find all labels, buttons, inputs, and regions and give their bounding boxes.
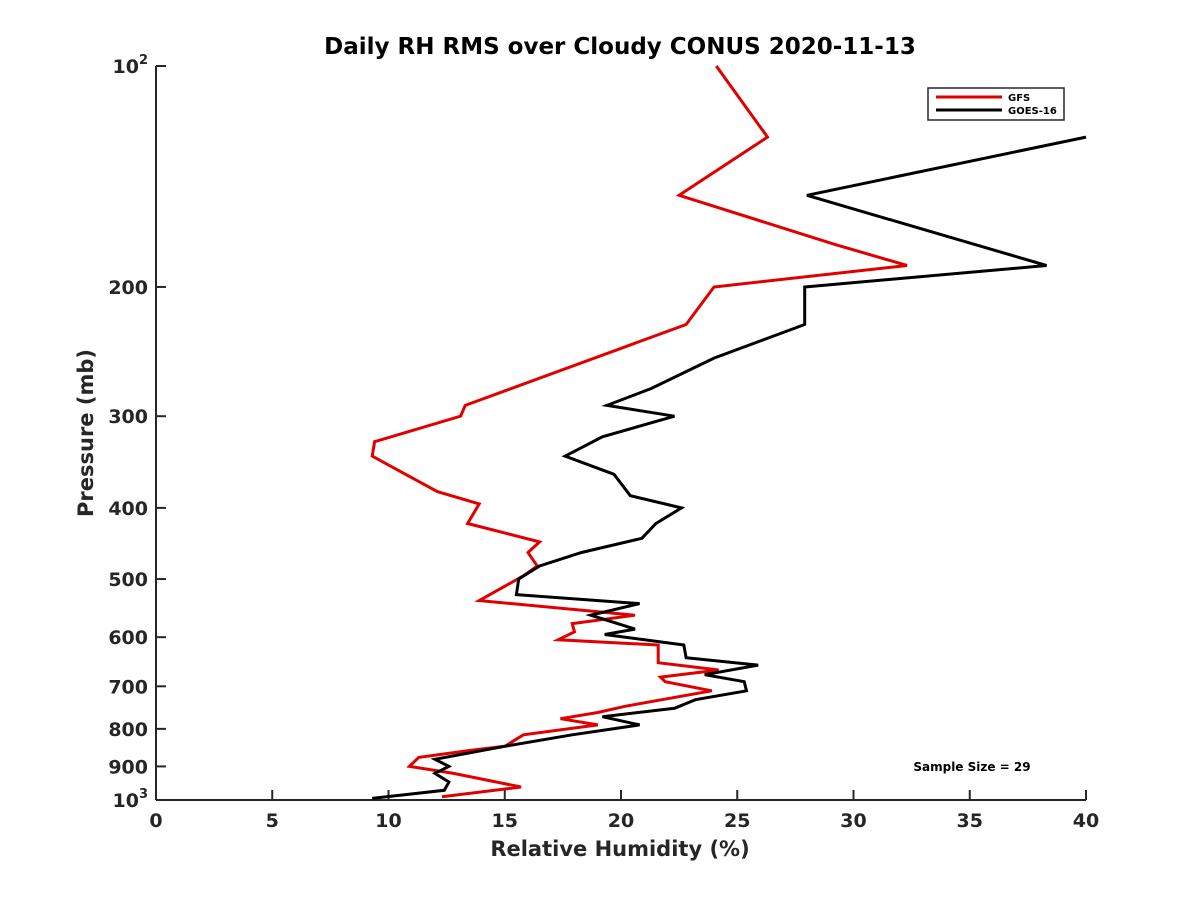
series-line-goes-16 (372, 135, 1087, 800)
y-tick-label: 200 (108, 277, 148, 299)
legend-box (927, 87, 1065, 121)
y-tick-label: 600 (108, 627, 148, 649)
y-tick-label: 102 (113, 53, 149, 78)
y-tick-label: 400 (108, 498, 148, 520)
chart-title: Daily RH RMS over Cloudy CONUS 2020-11-1… (324, 34, 916, 60)
series-line-gfs (370, 65, 908, 799)
x-tick-label: 10 (375, 810, 401, 832)
plot-area (370, 65, 1087, 800)
sample-size-annotation: Sample Size = 29 (913, 760, 1030, 774)
y-tick-label: 500 (108, 569, 148, 591)
x-tick-label: 5 (266, 810, 279, 832)
y-axis-label: Pressure (mb) (74, 349, 98, 517)
x-tick-label: 20 (608, 810, 634, 832)
x-tick-label: 30 (840, 810, 866, 832)
x-axis-label: Relative Humidity (%) (490, 837, 749, 861)
legend: GFS GOES-16 (927, 87, 1065, 121)
y-tick-label: 300 (108, 406, 148, 428)
x-tick-label: 15 (492, 810, 518, 832)
axes: 0 5 10 15 20 25 30 35 40 102 200 300 400 500 600 700 800… (108, 53, 1099, 832)
y-tick-label: 103 (113, 787, 149, 812)
x-tick-label: 25 (724, 810, 750, 832)
y-tick-label: 800 (108, 719, 148, 741)
y-tick-label: 700 (108, 676, 148, 698)
legend-label: GFS (1008, 93, 1030, 104)
legend-label: GOES-16 (1008, 106, 1057, 117)
x-tick-label: 40 (1073, 810, 1099, 832)
x-tick-label: 35 (957, 810, 983, 832)
y-tick-label: 900 (108, 756, 148, 778)
x-tick-label: 0 (149, 810, 162, 832)
